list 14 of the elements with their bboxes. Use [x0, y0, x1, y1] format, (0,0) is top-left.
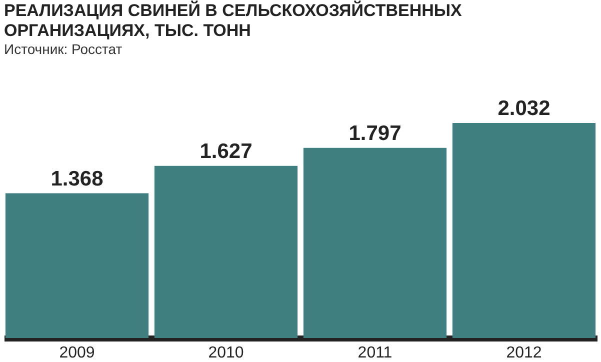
bar	[154, 166, 298, 338]
data-label: 2.032	[498, 97, 550, 120]
data-label: 1.368	[50, 167, 104, 190]
x-tick-label: 2012	[506, 344, 542, 362]
chart-title: РЕАЛИЗАЦИЯ СВИНЕЙ В СЕЛЬСКОХОЗЯЙСТВЕННЫХ ОРГАНИЗАЦИЯХ, ТЫС. ТОНН	[4, 0, 463, 40]
x-tick-label: 2010	[208, 344, 244, 362]
data-label: 1.627	[200, 140, 252, 163]
chart-subtitle: Источник: Росстат	[4, 41, 123, 57]
x-tick-label: 2009	[59, 344, 95, 362]
data-label: 1.797	[348, 122, 402, 145]
bar	[452, 123, 596, 338]
bar	[5, 193, 149, 338]
x-tick-label: 2011	[358, 344, 392, 362]
bar	[303, 148, 447, 338]
